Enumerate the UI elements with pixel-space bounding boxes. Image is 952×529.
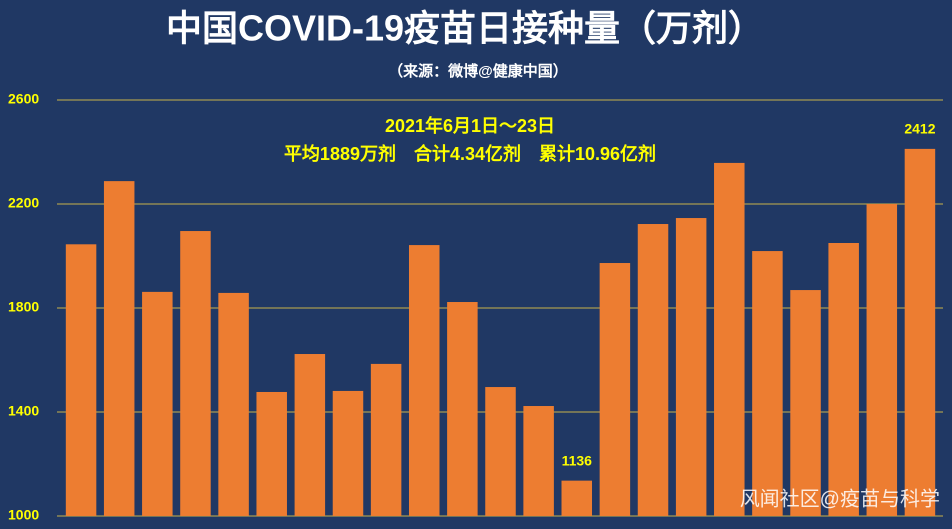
bar xyxy=(294,354,326,516)
bar xyxy=(256,391,287,516)
y-tick-label: 1000 xyxy=(8,507,39,523)
bar xyxy=(790,290,821,516)
bar xyxy=(599,263,631,516)
bar xyxy=(180,231,211,517)
value-label: 2412 xyxy=(904,121,935,137)
bar xyxy=(561,480,593,516)
bar xyxy=(866,204,898,516)
chart-title: 中国COVID-19疫苗日接种量（万剂） xyxy=(166,8,764,49)
bar xyxy=(142,291,173,516)
y-tick-label: 1800 xyxy=(8,299,39,315)
bar xyxy=(485,387,516,516)
annotation: 2021年6月1日～23日 xyxy=(385,115,555,136)
watermark: 风闻社区@疫苗与科学 xyxy=(740,487,940,510)
bar xyxy=(332,390,364,516)
bar xyxy=(675,218,707,517)
bar xyxy=(904,148,936,516)
y-tick-label: 2200 xyxy=(8,195,39,211)
bar xyxy=(447,302,478,516)
bar xyxy=(714,162,745,517)
bar xyxy=(828,243,859,516)
annotation: 平均1889万剂 合计4.34亿剂 累计10.96亿剂 xyxy=(284,143,656,164)
bar xyxy=(103,181,135,516)
bar xyxy=(408,245,440,516)
chart-subtitle: （来源：微博@健康中国） xyxy=(388,62,568,80)
value-label: 1136 xyxy=(562,452,593,468)
bar xyxy=(637,224,669,516)
bar xyxy=(370,363,402,516)
bar xyxy=(218,292,249,516)
bar xyxy=(523,406,554,516)
y-tick-label: 2600 xyxy=(8,91,39,107)
y-tick-label: 1400 xyxy=(8,403,39,419)
bar xyxy=(65,244,97,517)
bar xyxy=(752,251,783,516)
